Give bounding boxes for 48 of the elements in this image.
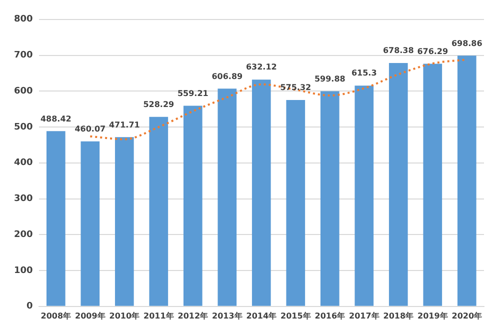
data-label: 698.86 [451,38,483,48]
data-label: 599.88 [314,74,346,84]
y-tick-label: 400 [14,158,33,168]
x-tick-label: 2020年 [452,311,482,320]
bar [388,63,408,306]
y-tick-label: 0 [26,302,33,312]
data-label: 606.89 [212,72,244,81]
y-tick-label: 800 [14,14,33,25]
x-tick-label: 2009年 [75,311,106,320]
data-label: 559.21 [177,88,209,98]
y-tick-label: 100 [14,266,33,276]
data-label: 575.32 [280,83,312,92]
bar [114,137,134,306]
data-label: 471.71 [108,120,140,130]
y-tick-label: 700 [14,50,33,61]
x-tick-label: 2010年 [109,311,140,320]
data-label: 488.42 [40,114,72,124]
bar [46,131,66,306]
x-tick-label: 2018年 [383,311,414,320]
bar [457,56,476,306]
bar [320,91,340,306]
data-label: 676.29 [417,46,448,56]
x-tick-label: 2013年 [212,311,242,320]
bar [218,88,237,306]
y-tick-label: 500 [14,122,33,132]
bar [252,80,271,306]
bar [149,116,168,306]
bar [80,141,100,306]
y-tick-label: 600 [14,86,33,96]
x-tick-label: 2017年 [349,311,380,320]
x-tick-label: 2012年 [178,311,208,320]
bar [183,106,202,306]
x-tick-label: 2016年 [314,311,346,320]
data-label: 528.29 [143,100,175,109]
y-tick-label: 300 [14,194,33,204]
data-label: 615.3 [351,68,377,78]
data-label: 460.07 [74,124,106,134]
bar [354,86,374,306]
y-tick-label: 200 [14,230,33,240]
data-label: 632.12 [246,62,277,72]
x-tick-label: 2011年 [144,311,174,320]
x-tick-label: 2015年 [280,311,311,320]
data-label: 678.38 [382,46,414,56]
bar [286,100,306,306]
x-tick-label: 2008年 [40,311,72,320]
bar [423,64,442,306]
x-tick-label: 2014年 [246,311,277,320]
x-tick-label: 2019年 [417,311,448,320]
